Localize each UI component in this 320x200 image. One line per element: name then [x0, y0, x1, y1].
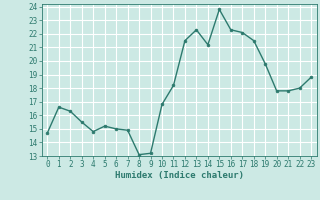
X-axis label: Humidex (Indice chaleur): Humidex (Indice chaleur): [115, 171, 244, 180]
